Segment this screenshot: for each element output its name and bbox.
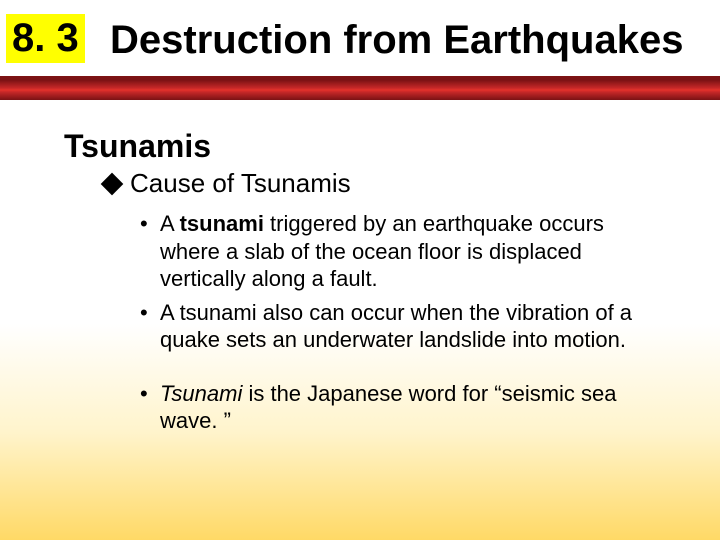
bullet-1-prefix: A (160, 211, 180, 236)
slide: 8. 3 Destruction from Earthquakes Tsunam… (0, 0, 720, 540)
section-number: 8. 3 (6, 14, 85, 63)
diamond-bullet-icon (101, 172, 124, 195)
spacer (140, 360, 660, 380)
title-box: 8. 3 Destruction from Earthquakes (0, 0, 720, 80)
bullet-2: A tsunami also can occur when the vibrat… (140, 299, 660, 354)
bullet-1: A tsunami triggered by an earthquake occ… (140, 210, 660, 293)
bullet-3-ital: Tsunami (160, 381, 242, 406)
main-title: Destruction from Earthquakes (110, 18, 683, 63)
bullet-1-bold: tsunami (180, 211, 264, 236)
body-text: A tsunami triggered by an earthquake occ… (140, 210, 660, 441)
bullet-3: Tsunami is the Japanese word for “seismi… (140, 380, 660, 435)
title-bar (0, 80, 720, 100)
subheading-row: Cause of Tsunamis (104, 168, 351, 199)
subheading: Cause of Tsunamis (130, 168, 351, 199)
heading: Tsunamis (64, 128, 211, 165)
